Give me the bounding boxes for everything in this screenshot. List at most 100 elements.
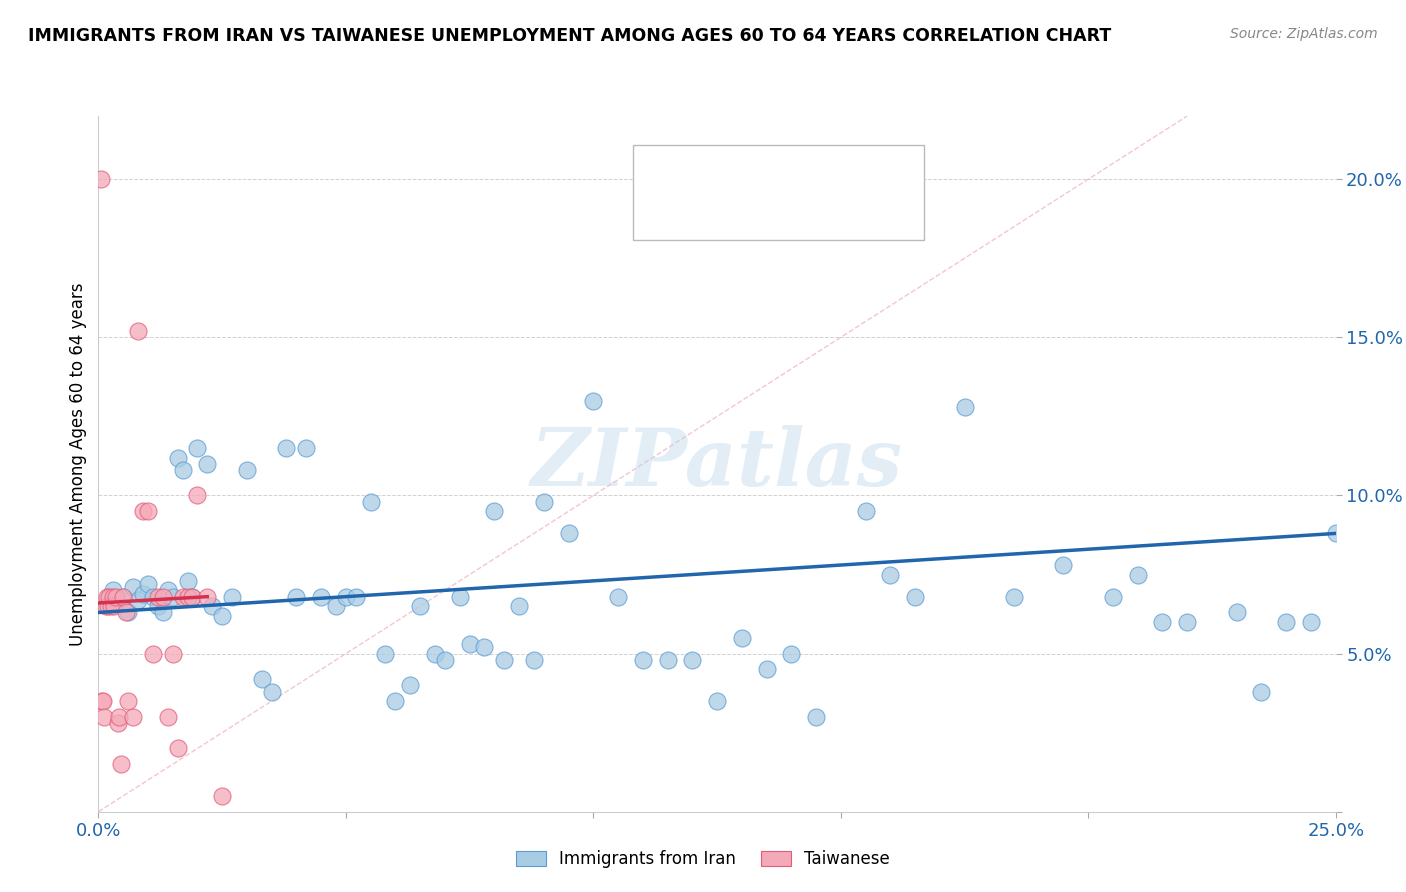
Point	[142, 647, 165, 661]
Point	[582, 393, 605, 408]
Point	[1126, 567, 1149, 582]
Point	[152, 606, 174, 620]
Text: 0.088: 0.088	[761, 206, 810, 221]
Point	[186, 488, 208, 502]
Point	[433, 653, 456, 667]
Point	[1052, 558, 1074, 572]
Text: ZIPatlas: ZIPatlas	[531, 425, 903, 502]
Point	[90, 172, 112, 186]
Point	[97, 599, 120, 614]
Point	[399, 678, 422, 692]
Text: Source: ZipAtlas.com: Source: ZipAtlas.com	[1230, 27, 1378, 41]
Legend: Immigrants from Iran, Taiwanese: Immigrants from Iran, Taiwanese	[509, 844, 897, 875]
Point	[195, 457, 218, 471]
Text: R =: R =	[720, 162, 752, 178]
Point	[136, 577, 159, 591]
Text: 34: 34	[870, 206, 893, 221]
Point	[103, 590, 125, 604]
Point	[93, 694, 115, 708]
Point	[94, 599, 117, 614]
Text: 72: 72	[870, 162, 893, 178]
Bar	[643, 198, 707, 229]
Point	[409, 599, 432, 614]
Point	[755, 662, 778, 676]
Y-axis label: Unemployment Among Ages 60 to 64 years: Unemployment Among Ages 60 to 64 years	[69, 282, 87, 646]
Point	[91, 694, 114, 708]
Point	[166, 450, 188, 465]
Point	[176, 574, 198, 588]
Point	[681, 653, 703, 667]
Point	[156, 583, 179, 598]
Point	[96, 590, 118, 604]
Point	[631, 653, 654, 667]
Point	[325, 599, 347, 614]
Point	[110, 757, 132, 772]
Point	[285, 590, 308, 604]
Point	[474, 640, 496, 655]
Bar	[643, 154, 707, 186]
Point	[1002, 590, 1025, 604]
Point	[114, 606, 136, 620]
Point	[93, 710, 115, 724]
Point	[186, 441, 208, 455]
Point	[295, 441, 318, 455]
Point	[181, 590, 204, 604]
Point	[104, 590, 127, 604]
Point	[1275, 615, 1298, 629]
Point	[1299, 615, 1322, 629]
Point	[107, 716, 129, 731]
Point	[136, 504, 159, 518]
Point	[103, 583, 125, 598]
Point	[494, 653, 516, 667]
Point	[172, 463, 194, 477]
Point	[804, 710, 827, 724]
FancyBboxPatch shape	[634, 145, 924, 240]
Point	[250, 672, 273, 686]
Text: N =: N =	[830, 162, 863, 178]
Point	[374, 647, 396, 661]
Point	[484, 504, 506, 518]
Point	[523, 653, 546, 667]
Point	[276, 441, 298, 455]
Point	[127, 592, 149, 607]
Point	[1250, 684, 1272, 698]
Point	[108, 710, 131, 724]
Point	[142, 590, 165, 604]
Point	[146, 599, 169, 614]
Point	[162, 590, 184, 604]
Point	[508, 599, 530, 614]
Point	[166, 741, 188, 756]
Point	[879, 567, 901, 582]
Point	[162, 647, 184, 661]
Point	[117, 694, 139, 708]
Text: 0.199: 0.199	[761, 162, 808, 178]
Text: R =: R =	[720, 206, 752, 221]
Point	[1102, 590, 1125, 604]
Point	[706, 694, 728, 708]
Point	[1226, 606, 1249, 620]
Point	[904, 590, 927, 604]
Point	[195, 590, 218, 604]
Point	[117, 606, 139, 620]
Point	[132, 586, 155, 600]
Point	[122, 580, 145, 594]
Point	[384, 694, 406, 708]
Point	[152, 590, 174, 604]
Point	[1152, 615, 1174, 629]
Point	[780, 647, 803, 661]
Point	[423, 647, 446, 661]
Point	[112, 590, 135, 604]
Point	[211, 608, 233, 623]
Point	[557, 526, 579, 541]
Point	[103, 599, 125, 614]
Point	[607, 590, 630, 604]
Point	[458, 637, 481, 651]
Point	[100, 599, 122, 614]
Point	[309, 590, 332, 604]
Point	[731, 631, 754, 645]
Text: N =: N =	[830, 206, 863, 221]
Point	[236, 463, 259, 477]
Point	[360, 495, 382, 509]
Point	[172, 590, 194, 604]
Point	[221, 590, 243, 604]
